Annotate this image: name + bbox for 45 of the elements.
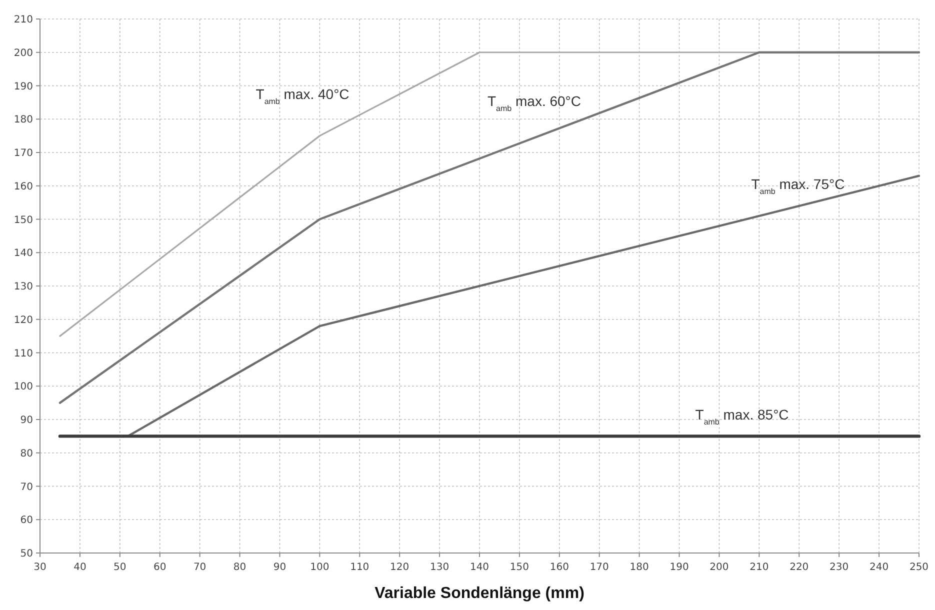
x-tick-label: 120 xyxy=(390,562,410,573)
x-tick-label: 220 xyxy=(790,562,809,573)
y-tick-label: 210 xyxy=(14,14,33,26)
x-tick-label: 230 xyxy=(830,562,849,573)
x-tick-label: 40 xyxy=(74,562,86,573)
y-tick-label: 180 xyxy=(14,114,33,126)
y-tick-label: 70 xyxy=(20,482,33,493)
x-tick-label: 170 xyxy=(590,562,609,573)
y-tick-label: 150 xyxy=(14,214,33,226)
y-tick-label: 190 xyxy=(14,81,33,92)
x-tick-label: 160 xyxy=(550,562,569,573)
x-tick-label: 100 xyxy=(310,562,330,573)
y-tick-label: 50 xyxy=(20,548,33,560)
x-tick-label: 250 xyxy=(909,562,929,573)
x-tick-label: 240 xyxy=(870,562,889,573)
x-axis-title: Variable Sondenlänge (mm) xyxy=(374,585,584,602)
y-tick-label: 110 xyxy=(14,348,33,360)
x-tick-label: 210 xyxy=(750,562,769,573)
x-tick-label: 50 xyxy=(114,562,126,573)
x-tick-label: 190 xyxy=(670,562,689,573)
x-tick-label: 130 xyxy=(430,562,450,573)
x-tick-label: 60 xyxy=(153,562,166,573)
series-label: T$_{amb}$ max. 75°C xyxy=(751,176,845,196)
y-tick-label: 120 xyxy=(14,314,33,326)
y-tick-label: 200 xyxy=(14,48,33,59)
x-tick-label: 150 xyxy=(510,562,529,573)
y-tick-label: 80 xyxy=(20,448,33,460)
x-tick-label: 70 xyxy=(193,562,206,573)
x-tick-label: 200 xyxy=(710,562,729,573)
y-tick-label: 60 xyxy=(20,515,33,526)
x-tick-label: 180 xyxy=(630,562,649,573)
y-tick-label: 90 xyxy=(20,415,33,426)
y-tick-label: 160 xyxy=(14,181,33,192)
y-tick-label: 100 xyxy=(14,382,33,393)
y-tick-label: 140 xyxy=(14,248,33,260)
y-tick-label: 170 xyxy=(14,148,33,159)
x-tick-label: 110 xyxy=(350,562,370,573)
x-tick-label: 80 xyxy=(233,562,246,573)
x-tick-label: 140 xyxy=(470,562,490,573)
x-tick-label: 30 xyxy=(34,562,46,573)
y-tick-label: 130 xyxy=(14,282,33,292)
x-tick-label: 90 xyxy=(273,562,286,573)
series-label: T$_{amb}$ max. 85°C xyxy=(695,406,789,426)
series-label: T$_{amb}$ max. 40°C xyxy=(256,86,350,106)
series-label: T$_{amb}$ max. 60°C xyxy=(487,92,582,112)
